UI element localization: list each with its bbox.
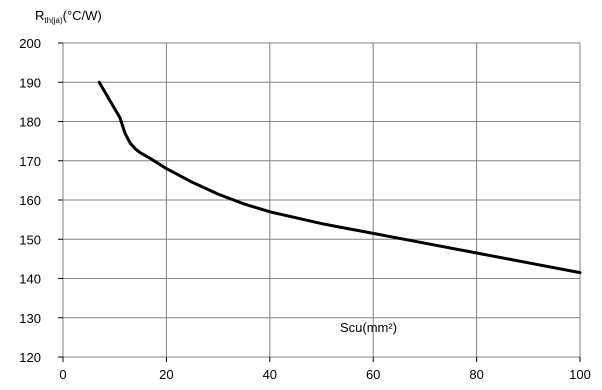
y-tick-label: 130 [19, 311, 41, 326]
y-axis-title-unit: (°C/W) [63, 8, 102, 23]
y-tick-label: 120 [19, 350, 41, 365]
y-tick-label: 180 [19, 115, 41, 130]
y-tick-labels: 120 130 140 150 160 170 180 190 200 [19, 36, 41, 365]
x-tick-label: 20 [159, 367, 173, 382]
y-tick-label: 160 [19, 193, 41, 208]
y-axis-title-subscript: th(ja) [44, 16, 63, 25]
y-axis-title: Rth(ja)(°C/W) [35, 8, 102, 25]
x-tick-label: 0 [59, 367, 66, 382]
y-tick-label: 140 [19, 272, 41, 287]
x-tick-label: 100 [569, 367, 591, 382]
x-axis-title: Scu(mm²) [340, 320, 397, 335]
x-tick-label: 40 [263, 367, 277, 382]
y-axis-title-main: R [35, 8, 44, 23]
y-tick-label: 190 [19, 75, 41, 90]
y-tick-label: 150 [19, 232, 41, 247]
x-tick-label: 80 [469, 367, 483, 382]
series-line-1 [97, 80, 582, 275]
series-layer [97, 80, 582, 275]
y-tick-label: 200 [19, 36, 41, 51]
grid [58, 42, 581, 362]
y-tick-label: 170 [19, 154, 41, 169]
x-tick-label: 60 [366, 367, 380, 382]
x-tick-labels: 0 20 40 60 80 100 [59, 367, 590, 382]
